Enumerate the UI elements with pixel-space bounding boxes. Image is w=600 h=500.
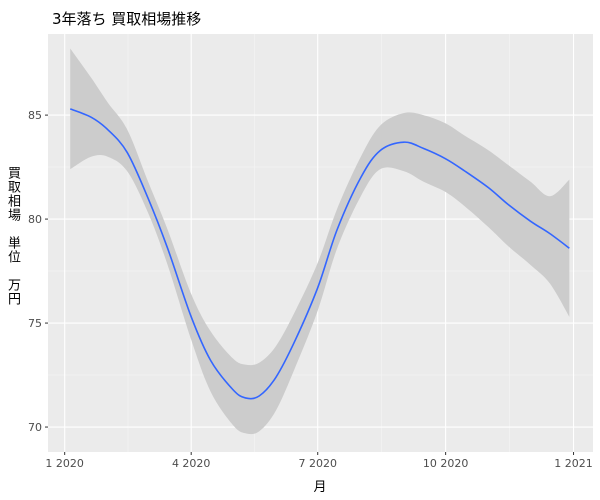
x-tick-label: 10 2020 (423, 457, 469, 470)
x-axis-label: 月 (313, 480, 327, 495)
x-tick-label: 7 2020 (298, 457, 337, 470)
axis-ticks (45, 114, 575, 455)
chart-title: 3年落ち 買取相場推移 (52, 10, 202, 28)
x-tick-label: 4 2020 (172, 457, 211, 470)
y-tick-label: 80 (28, 213, 42, 226)
y-tick-label: 75 (28, 317, 42, 330)
confidence-band (70, 48, 570, 435)
major-gridlines (48, 34, 593, 452)
y-axis-label: 買取相場 単位 万円 (5, 166, 20, 306)
x-tick-label: 1 2021 (554, 457, 593, 470)
y-tick-label: 70 (28, 421, 42, 434)
x-tick-labels: 1 2020 4 2020 7 2020 10 2020 1 2021 (45, 457, 592, 470)
y-tick-labels: 70 75 80 85 (28, 109, 42, 434)
x-tick-label: 1 2020 (45, 457, 84, 470)
trend-line (69, 108, 570, 400)
y-tick-label: 85 (28, 109, 42, 122)
plot-panel (48, 34, 593, 452)
